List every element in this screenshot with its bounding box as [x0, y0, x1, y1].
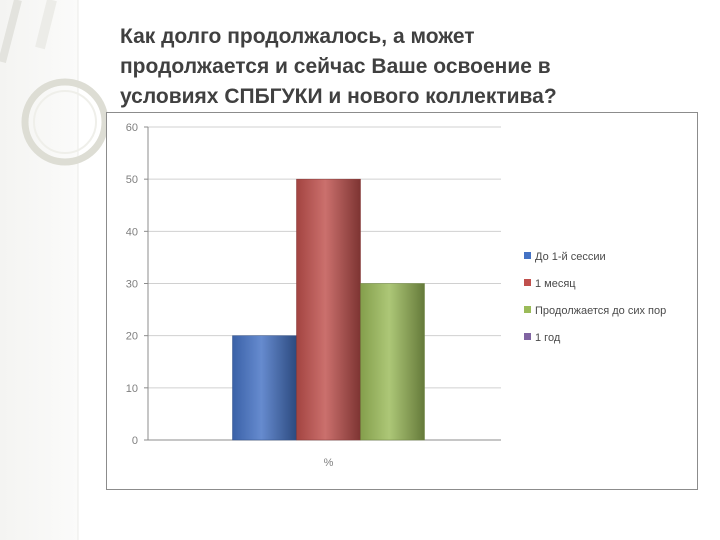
legend-entry: Продолжается до сих пор [535, 305, 666, 317]
decor-ring-icon [21, 78, 109, 166]
legend-entry: 1 год [535, 332, 561, 344]
legend-swatch [524, 333, 531, 340]
bar-2 [296, 178, 361, 441]
y-tick-label: 20 [126, 331, 138, 343]
bar-chart: 0 10 20 30 40 50 60% До 1-й сессии 1 месяц Продол… [126, 122, 667, 469]
legend-entry: До 1-й сессии [535, 251, 606, 263]
decor-stripe [0, 0, 22, 63]
y-tick-label: 50 [126, 174, 138, 186]
y-tick-label: 10 [126, 383, 138, 395]
slide-title-line: Как долго продолжалось, а может [120, 25, 475, 48]
y-tick-label: 30 [126, 279, 138, 291]
legend-swatch [524, 306, 531, 313]
y-tick-label: 0 [132, 435, 138, 447]
legend-swatch [524, 279, 531, 286]
decor-ring-inner-icon [33, 90, 97, 154]
slide-title: Как долго продолжалось, а может продолжа… [120, 22, 680, 112]
slide-title-line: условиях СПБГУКИ и нового коллектива? [120, 85, 557, 108]
bar-1 [232, 335, 297, 441]
y-tick-label: 40 [126, 226, 138, 238]
decor-stripe-2 [35, 0, 57, 50]
y-tick-label: 60 [126, 122, 138, 134]
legend-entry: 1 месяц [535, 278, 576, 290]
bar-3 [360, 283, 425, 441]
x-category-label: % [324, 457, 334, 469]
slide-title-line: продолжается и сейчас Ваше освоение в [120, 55, 551, 78]
legend-swatch [524, 252, 531, 259]
